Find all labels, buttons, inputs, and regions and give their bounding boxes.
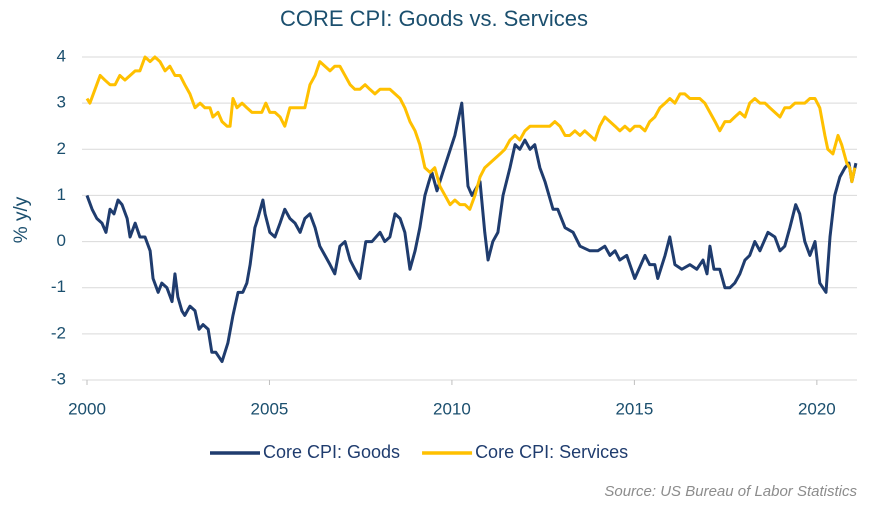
chart-title: CORE CPI: Goods vs. Services: [280, 6, 588, 31]
legend-label: Core CPI: Services: [475, 442, 628, 462]
x-tick-label: 2015: [615, 399, 653, 418]
y-tick-label: -2: [51, 323, 66, 342]
x-tick-label: 2005: [251, 399, 289, 418]
x-tick-label: 2010: [433, 399, 471, 418]
y-tick-label: -3: [51, 369, 66, 388]
y-tick-label: -1: [51, 277, 66, 296]
source-note: Source: US Bureau of Labor Statistics: [604, 483, 857, 500]
y-tick-label: 4: [57, 46, 66, 65]
x-tick-label: 2000: [68, 399, 106, 418]
y-tick-label: 0: [57, 231, 66, 250]
y-tick-label: 1: [57, 185, 66, 204]
legend-label: Core CPI: Goods: [263, 442, 400, 462]
y-axis-label: % y/y: [11, 196, 32, 243]
y-tick-label: 2: [57, 139, 66, 158]
series-line: [85, 101, 858, 364]
x-tick-label: 2020: [798, 399, 836, 418]
y-tick-label: 3: [57, 93, 66, 112]
series-line: [85, 55, 857, 211]
